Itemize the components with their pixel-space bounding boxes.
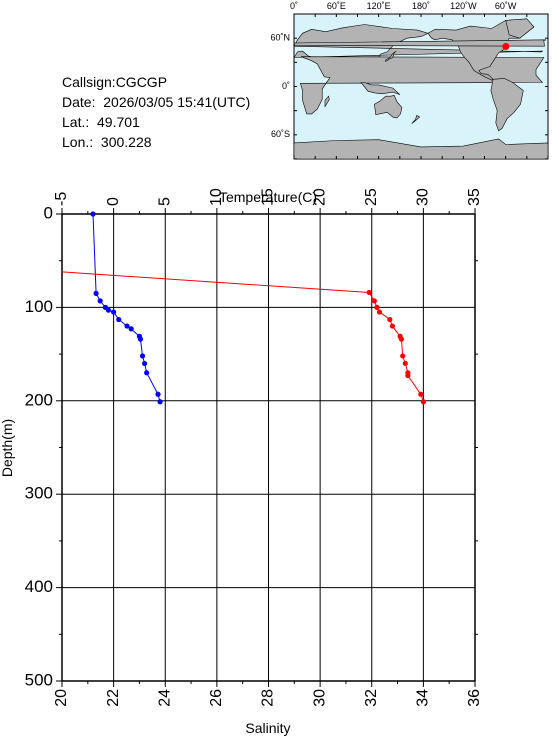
temperature-data-point [111, 309, 117, 315]
depth-tick-label: 200 [25, 390, 53, 409]
chart-grid [61, 213, 476, 682]
map-longitude-label: 60˚W [495, 1, 517, 11]
salinity-data-point [402, 360, 408, 367]
map-longitude-label: 120˚E [367, 1, 391, 11]
series-layer [61, 211, 426, 405]
temperature-data-point [142, 360, 148, 367]
land-africa [300, 56, 545, 115]
depth-tick-label: 300 [25, 484, 53, 503]
salinity-tick-label: 32 [363, 689, 380, 707]
temperature-data-point [139, 353, 146, 359]
land-madagascar [324, 95, 330, 108]
depth-tick-label: 400 [25, 577, 53, 596]
salinity-data-point [420, 399, 426, 405]
land-greenland [505, 18, 535, 39]
map-latitude-labels: 60˚N 0˚ 60˚S [270, 33, 290, 140]
land-new-zealand [411, 115, 421, 124]
temperature-data-point [105, 307, 112, 313]
depth-axis-title: Depth(m) [0, 419, 15, 477]
temperature-data-point [155, 391, 161, 397]
temperature-data-point [157, 399, 163, 405]
world-map: 0˚ 60˚E 120˚E 180˚ 120˚W 60˚W 60˚N 0˚ 60˚S [270, 1, 549, 160]
temperature-data-point [97, 298, 103, 304]
temperature-series [90, 211, 163, 405]
salinity-tick-label: 36 [466, 689, 483, 707]
salinity-data-point [387, 316, 393, 323]
salinity-series [61, 271, 426, 405]
map-longitude-label: 120˚W [450, 1, 477, 11]
map-longitude-label: 180˚ [412, 1, 430, 11]
land-south-america [490, 78, 524, 132]
temperature-axis: -5 0 5 10 15 20 25 30 35 [53, 188, 483, 214]
map-longitude-label: 60˚E [327, 1, 346, 11]
temperature-tick-label: 10 [208, 188, 225, 206]
land-japan [385, 50, 397, 63]
salinity-data-point [400, 353, 406, 359]
temperature-tick-label: 15 [260, 188, 277, 206]
salinity-tick-label: 24 [156, 689, 173, 707]
salinity-tick-label: 28 [260, 689, 277, 707]
map-latitude-label: 60˚S [271, 129, 290, 139]
temperature-data-point [137, 336, 144, 342]
depth-tick-label: 0 [44, 203, 53, 222]
temperature-tick-label: -5 [53, 192, 70, 206]
salinity-data-point [405, 372, 411, 379]
salinity-data-point [376, 309, 383, 315]
depth-tick-label: 500 [25, 670, 53, 689]
callsign-text: Callsign:CGCGP [62, 74, 168, 90]
map-longitude-label: 0˚ [290, 1, 298, 11]
temperature-tick-label: 30 [415, 188, 432, 206]
salinity-data-point [366, 289, 372, 296]
map-frame-ticks [293, 13, 549, 160]
temperature-tick-label: 35 [466, 188, 483, 206]
station-info: Callsign:CGCGP Date: 2026/03/05 15:41(UT… [62, 72, 250, 152]
salinity-tick-label: 20 [53, 689, 70, 707]
date-text: Date: 2026/03/05 15:41(UTC) [62, 94, 251, 110]
salinity-tick-label: 26 [208, 689, 225, 707]
map-latitude-label: 60˚N [270, 33, 290, 43]
temperature-data-point [128, 326, 134, 332]
salinity-data-point [374, 304, 380, 310]
salinity-axis: 20 22 24 26 28 30 32 34 36 [53, 681, 483, 707]
salinity-data-point [371, 298, 377, 304]
map-land [293, 18, 549, 160]
temperature-tick-label: 20 [311, 188, 328, 206]
land-australia [374, 95, 403, 119]
temperature-data-point [124, 323, 130, 329]
land-indonesia [360, 82, 401, 95]
temperature-data-point [144, 370, 150, 376]
station-location-marker [502, 42, 510, 50]
temperature-tick-label: 25 [363, 188, 380, 206]
longitude-text: Lon.: 300.228 [62, 134, 152, 150]
temperature-data-point [93, 290, 99, 296]
temperature-data-point [116, 316, 122, 323]
salinity-tick-label: 22 [105, 689, 122, 707]
depth-axis: 0 100 200 300 400 500 [25, 203, 478, 689]
temperature-data-point [90, 211, 96, 217]
salinity-data-point [398, 336, 405, 342]
map-latitude-label: 0˚ [282, 81, 290, 91]
salinity-tick-label: 34 [415, 689, 432, 707]
land-uk [293, 39, 547, 47]
temperature-tick-label: 5 [156, 197, 173, 206]
salinity-axis-title: Salinity [245, 720, 290, 736]
depth-tick-label: 100 [25, 297, 53, 316]
temperature-axis-title: Temperature(C) [219, 189, 317, 205]
map-longitude-labels: 0˚ 60˚E 120˚E 180˚ 120˚W 60˚W [290, 1, 517, 11]
latitude-text: Lat.: 49.701 [62, 114, 140, 130]
salinity-data-point [418, 391, 424, 397]
salinity-tick-label: 30 [311, 689, 328, 707]
salinity-data-point [389, 323, 395, 329]
temperature-tick-label: 0 [105, 197, 122, 206]
